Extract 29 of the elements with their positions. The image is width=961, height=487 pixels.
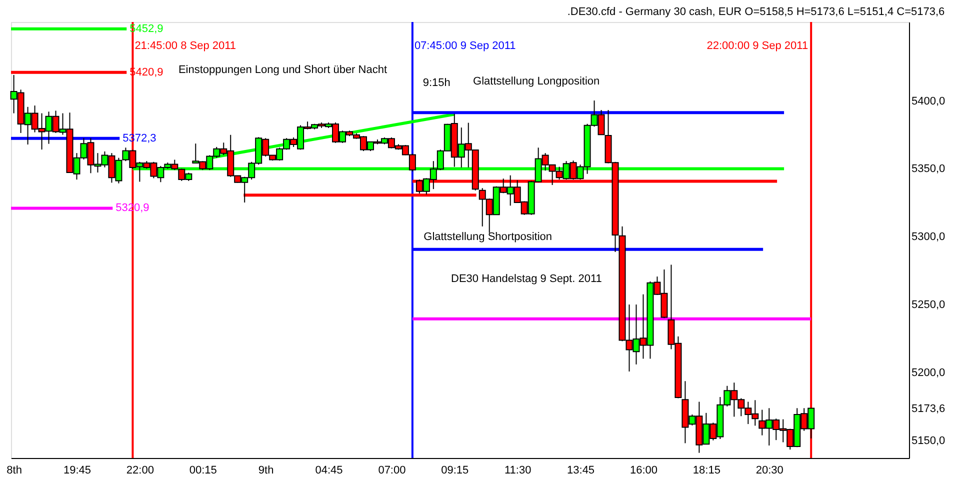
chart-title: .DE30.cfd - Germany 30 cash, EUR O=5158,5 H=5173,6 L=5151,4 C=5173,6: [567, 6, 945, 18]
x-tick-label: 09:15: [441, 464, 469, 476]
x-tick-label: 22:00: [126, 464, 154, 476]
ref-line-label: 22:00:00 9 Sep 2011: [706, 40, 808, 52]
y-tick-label: 5173,6: [912, 402, 946, 415]
x-tick-label: 19:45: [63, 464, 92, 476]
y-tick-label: 5400,0: [912, 95, 946, 108]
annotation: Glattstellung Shortposition: [424, 230, 552, 243]
annotation: DE30 Handelstag 9 Sept. 2011: [451, 273, 602, 286]
y-tick-label: 5250,0: [912, 299, 946, 312]
x-tick-label: 9th: [258, 464, 274, 476]
y-tick-label: 5350,0: [912, 163, 946, 176]
ref-line-label: 21:45:00 8 Sep 2011: [134, 40, 236, 52]
x-tick-label: 11:30: [504, 464, 532, 476]
y-tick-label: 5200,0: [912, 366, 946, 379]
x-tick-label: 07:00: [378, 464, 406, 476]
x-tick-label: 8th: [6, 464, 22, 476]
ref-line-label: 07:45:00 9 Sep 2011: [414, 40, 516, 52]
y-tick-label: 5150,0: [912, 434, 946, 447]
x-tick-label: 20:30: [756, 464, 784, 476]
x-tick-label: 16:00: [630, 464, 658, 476]
x-tick-label: 00:15: [189, 464, 217, 476]
annotation: 9:15h: [422, 77, 450, 90]
x-tick-label: 13:45: [567, 464, 595, 476]
annotation: Glattstellung Longposition: [473, 75, 600, 88]
annotation: Einstoppungen Long und Short über Nacht: [178, 64, 388, 76]
x-tick-label: 04:45: [315, 464, 343, 476]
x-tick-label: 18:15: [692, 464, 720, 476]
y-tick-label: 5300,0: [912, 231, 946, 244]
